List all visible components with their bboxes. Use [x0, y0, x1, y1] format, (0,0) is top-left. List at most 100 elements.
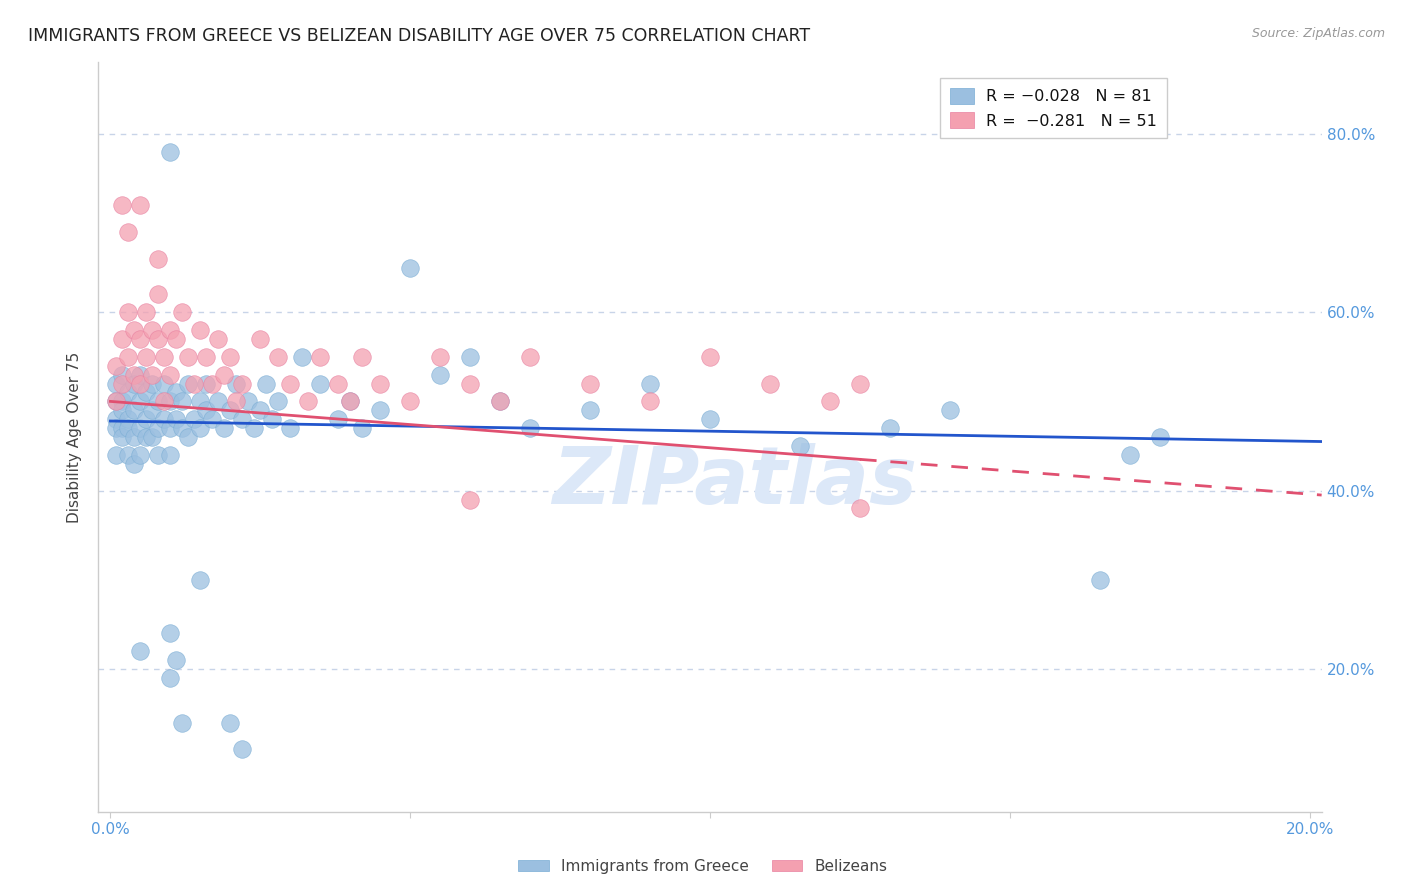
Point	[188, 573, 211, 587]
Point	[249, 332, 271, 346]
Point	[219, 403, 242, 417]
Point	[219, 715, 242, 730]
Point	[188, 394, 211, 409]
Point	[148, 394, 170, 409]
Point	[214, 368, 236, 382]
Point	[129, 198, 152, 212]
Point	[458, 350, 481, 364]
Text: Source: ZipAtlas.com: Source: ZipAtlas.com	[1251, 27, 1385, 40]
Point	[159, 394, 181, 409]
Point	[328, 376, 350, 391]
Point	[291, 350, 314, 364]
Point	[818, 394, 841, 409]
Point	[105, 394, 128, 409]
Point	[177, 376, 200, 391]
Point	[1088, 573, 1111, 587]
Point	[201, 412, 224, 426]
Point	[339, 394, 361, 409]
Point	[309, 350, 332, 364]
Point	[297, 394, 319, 409]
Point	[111, 403, 134, 417]
Point	[519, 350, 541, 364]
Point	[243, 421, 266, 435]
Point	[352, 350, 374, 364]
Point	[249, 403, 271, 417]
Point	[1149, 430, 1171, 444]
Point	[939, 403, 962, 417]
Point	[105, 448, 128, 462]
Point	[129, 644, 152, 658]
Point	[368, 403, 391, 417]
Point	[141, 323, 163, 337]
Point	[399, 260, 422, 275]
Point	[159, 368, 181, 382]
Point	[117, 448, 139, 462]
Point	[254, 376, 277, 391]
Point	[153, 350, 176, 364]
Point	[111, 332, 134, 346]
Point	[135, 305, 157, 319]
Point	[159, 145, 181, 159]
Point	[195, 350, 218, 364]
Legend: R = −0.028   N = 81, R =  −0.281   N = 51: R = −0.028 N = 81, R = −0.281 N = 51	[941, 78, 1167, 138]
Point	[111, 368, 134, 382]
Point	[135, 385, 157, 400]
Point	[278, 376, 301, 391]
Point	[111, 421, 134, 435]
Point	[399, 394, 422, 409]
Point	[148, 332, 170, 346]
Point	[759, 376, 782, 391]
Point	[124, 403, 146, 417]
Point	[148, 252, 170, 266]
Point	[172, 715, 194, 730]
Point	[352, 421, 374, 435]
Point	[117, 350, 139, 364]
Point	[105, 394, 128, 409]
Y-axis label: Disability Age Over 75: Disability Age Over 75	[67, 351, 83, 523]
Point	[153, 376, 176, 391]
Point	[195, 376, 218, 391]
Point	[105, 412, 128, 426]
Point	[201, 376, 224, 391]
Point	[183, 376, 205, 391]
Point	[579, 376, 602, 391]
Point	[124, 376, 146, 391]
Point	[141, 430, 163, 444]
Point	[225, 376, 247, 391]
Point	[207, 332, 229, 346]
Point	[172, 305, 194, 319]
Point	[458, 492, 481, 507]
Point	[148, 421, 170, 435]
Point	[165, 332, 187, 346]
Point	[458, 376, 481, 391]
Text: IMMIGRANTS FROM GREECE VS BELIZEAN DISABILITY AGE OVER 75 CORRELATION CHART: IMMIGRANTS FROM GREECE VS BELIZEAN DISAB…	[28, 27, 810, 45]
Point	[117, 225, 139, 239]
Point	[141, 376, 163, 391]
Point	[111, 198, 134, 212]
Point	[489, 394, 512, 409]
Point	[231, 376, 253, 391]
Point	[129, 376, 152, 391]
Point	[111, 376, 134, 391]
Point	[148, 287, 170, 301]
Point	[159, 323, 181, 337]
Point	[231, 412, 253, 426]
Point	[339, 394, 361, 409]
Point	[111, 430, 134, 444]
Point	[159, 421, 181, 435]
Point	[789, 439, 811, 453]
Point	[111, 394, 134, 409]
Point	[177, 430, 200, 444]
Point	[429, 350, 451, 364]
Point	[135, 430, 157, 444]
Point	[849, 501, 872, 516]
Point	[238, 394, 260, 409]
Point	[135, 350, 157, 364]
Point	[141, 368, 163, 382]
Text: ZIPatlas: ZIPatlas	[553, 443, 917, 521]
Point	[153, 412, 176, 426]
Point	[267, 394, 290, 409]
Point	[165, 653, 187, 667]
Point	[579, 403, 602, 417]
Point	[699, 412, 721, 426]
